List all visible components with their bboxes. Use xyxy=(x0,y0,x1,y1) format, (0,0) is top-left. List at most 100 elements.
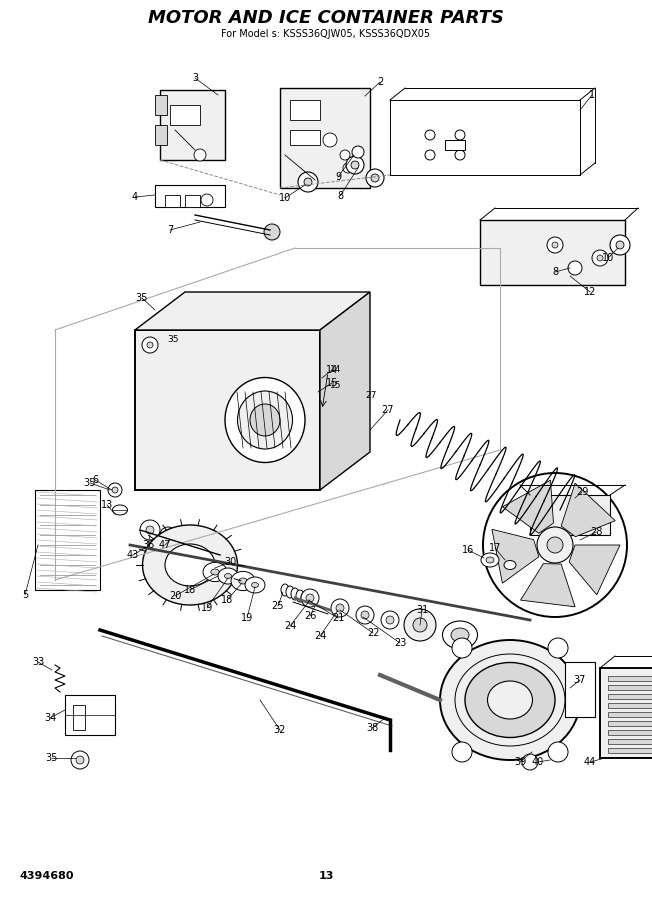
Text: 35: 35 xyxy=(46,753,58,763)
Circle shape xyxy=(548,638,568,658)
Circle shape xyxy=(351,161,359,169)
Text: 20: 20 xyxy=(169,591,181,601)
Bar xyxy=(65,695,115,735)
Ellipse shape xyxy=(504,561,516,570)
Text: 43: 43 xyxy=(127,550,139,560)
Text: 14: 14 xyxy=(326,365,338,375)
Text: 29: 29 xyxy=(576,487,588,497)
Ellipse shape xyxy=(301,592,309,604)
Circle shape xyxy=(140,520,160,540)
Circle shape xyxy=(386,616,394,624)
Text: 18: 18 xyxy=(184,585,196,595)
Circle shape xyxy=(452,638,472,658)
Circle shape xyxy=(522,754,538,770)
Text: 19: 19 xyxy=(201,603,213,613)
Circle shape xyxy=(174,532,186,544)
Ellipse shape xyxy=(231,572,255,590)
Circle shape xyxy=(147,342,153,348)
Ellipse shape xyxy=(224,573,231,579)
Ellipse shape xyxy=(252,582,258,588)
Text: 27: 27 xyxy=(365,391,376,400)
Ellipse shape xyxy=(440,640,580,760)
Text: 40: 40 xyxy=(532,757,544,767)
Circle shape xyxy=(610,235,630,255)
Circle shape xyxy=(413,618,427,632)
Text: 13: 13 xyxy=(101,500,113,510)
Circle shape xyxy=(425,150,435,160)
Text: MOTOR AND ICE CONTAINER PARTS: MOTOR AND ICE CONTAINER PARTS xyxy=(148,9,504,27)
Circle shape xyxy=(537,527,573,563)
Text: 16: 16 xyxy=(462,545,474,555)
Text: 2: 2 xyxy=(377,77,383,87)
Circle shape xyxy=(452,742,472,762)
Ellipse shape xyxy=(239,578,247,584)
Polygon shape xyxy=(520,563,575,607)
Polygon shape xyxy=(320,292,370,490)
Ellipse shape xyxy=(286,586,294,598)
Text: 9: 9 xyxy=(335,172,341,182)
Text: 6: 6 xyxy=(92,475,98,485)
Text: 23: 23 xyxy=(394,638,406,648)
Bar xyxy=(165,195,180,207)
Text: 27: 27 xyxy=(382,405,394,415)
Bar xyxy=(565,662,595,717)
Circle shape xyxy=(336,604,344,612)
Circle shape xyxy=(548,742,568,762)
Ellipse shape xyxy=(203,562,227,581)
Circle shape xyxy=(264,224,280,240)
Text: 36: 36 xyxy=(142,540,154,550)
Polygon shape xyxy=(135,292,370,330)
Text: 7: 7 xyxy=(167,225,173,235)
Ellipse shape xyxy=(113,505,128,515)
Circle shape xyxy=(455,130,465,140)
Circle shape xyxy=(597,255,603,261)
Circle shape xyxy=(304,178,312,186)
Circle shape xyxy=(547,537,563,553)
Circle shape xyxy=(366,169,384,187)
Ellipse shape xyxy=(218,568,238,584)
Text: 35: 35 xyxy=(136,293,148,303)
Bar xyxy=(608,730,652,735)
Text: 28: 28 xyxy=(590,527,602,537)
Circle shape xyxy=(160,527,176,543)
Text: 1: 1 xyxy=(589,90,595,100)
Text: 15: 15 xyxy=(326,378,338,388)
Circle shape xyxy=(201,194,213,206)
Ellipse shape xyxy=(143,525,237,605)
Circle shape xyxy=(323,133,337,147)
Circle shape xyxy=(301,589,319,607)
Bar xyxy=(290,130,320,145)
Circle shape xyxy=(352,146,364,158)
Polygon shape xyxy=(503,481,554,533)
Bar xyxy=(608,676,652,681)
Circle shape xyxy=(483,473,627,617)
Bar xyxy=(608,703,652,708)
Bar xyxy=(608,721,652,726)
Polygon shape xyxy=(561,483,615,536)
Circle shape xyxy=(76,756,84,764)
Circle shape xyxy=(343,163,353,173)
Ellipse shape xyxy=(237,391,293,449)
Bar xyxy=(155,125,167,145)
Text: 10: 10 xyxy=(279,193,291,203)
Bar xyxy=(170,105,200,125)
Text: 10: 10 xyxy=(602,253,614,263)
Circle shape xyxy=(194,149,206,161)
Bar xyxy=(608,748,652,753)
Bar xyxy=(608,694,652,699)
Text: 18: 18 xyxy=(221,595,233,605)
Ellipse shape xyxy=(465,662,555,737)
Text: 5: 5 xyxy=(22,590,28,600)
Circle shape xyxy=(381,611,399,629)
Text: 3: 3 xyxy=(192,73,198,83)
Text: 30: 30 xyxy=(224,557,236,567)
Circle shape xyxy=(356,606,374,624)
Circle shape xyxy=(146,526,154,534)
Circle shape xyxy=(71,751,89,769)
Circle shape xyxy=(108,483,122,497)
Bar xyxy=(135,330,320,490)
Bar xyxy=(445,140,465,150)
Text: 8: 8 xyxy=(337,191,343,201)
Text: 38: 38 xyxy=(366,723,378,733)
Text: 24: 24 xyxy=(284,621,296,631)
